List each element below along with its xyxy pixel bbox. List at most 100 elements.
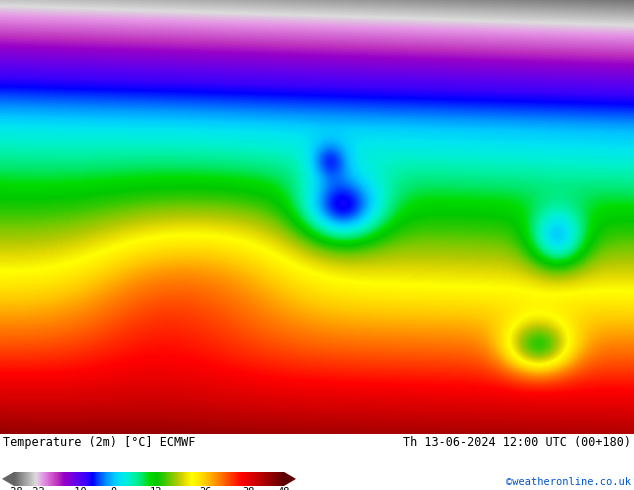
Bar [274, 472, 275, 486]
Bar [15, 472, 16, 486]
Bar [204, 472, 205, 486]
Bar [96, 472, 98, 486]
Bar [27, 472, 29, 486]
Bar [243, 472, 244, 486]
Bar [254, 472, 256, 486]
Bar [268, 472, 269, 486]
Bar [229, 472, 230, 486]
Bar [54, 472, 55, 486]
Bar [169, 472, 170, 486]
Bar [230, 472, 231, 486]
Bar [184, 472, 185, 486]
Bar [53, 472, 54, 486]
Bar [51, 472, 52, 486]
Bar [143, 472, 145, 486]
Bar [200, 472, 201, 486]
Bar [109, 472, 110, 486]
Bar [89, 472, 91, 486]
Bar [209, 472, 210, 486]
Bar [198, 472, 199, 486]
Bar [260, 472, 261, 486]
Bar [142, 472, 143, 486]
Bar [162, 472, 163, 486]
Bar [256, 472, 257, 486]
Bar [210, 472, 211, 486]
Bar [255, 472, 256, 486]
Bar [29, 472, 30, 486]
Bar [266, 472, 268, 486]
Bar [197, 472, 198, 486]
Bar [94, 472, 95, 486]
Bar [111, 472, 112, 486]
Bar [166, 472, 167, 486]
Bar [112, 472, 113, 486]
Bar [237, 472, 238, 486]
Bar [241, 472, 242, 486]
Bar [92, 472, 93, 486]
Bar [127, 472, 128, 486]
Bar [46, 472, 47, 486]
Bar [84, 472, 85, 486]
Bar [110, 472, 111, 486]
Bar [63, 472, 64, 486]
Bar [276, 472, 277, 486]
Bar [87, 472, 88, 486]
Bar [190, 472, 191, 486]
Bar [236, 472, 237, 486]
Bar [183, 472, 184, 486]
Bar [71, 472, 72, 486]
Bar [247, 472, 248, 486]
Bar [235, 472, 236, 486]
Bar [149, 472, 150, 486]
Bar [108, 472, 109, 486]
Bar [202, 472, 204, 486]
Bar [141, 472, 143, 486]
Bar [58, 472, 60, 486]
Bar [79, 472, 81, 486]
Bar [110, 472, 112, 486]
Bar [72, 472, 73, 486]
Bar [27, 472, 28, 486]
Bar [204, 472, 205, 486]
Bar [167, 472, 168, 486]
Bar [16, 472, 18, 486]
Bar [171, 472, 172, 486]
Bar [283, 472, 284, 486]
Bar [191, 472, 192, 486]
Bar [157, 472, 158, 486]
Bar [246, 472, 247, 486]
Bar [80, 472, 81, 486]
Bar [67, 472, 68, 486]
Bar [203, 472, 204, 486]
Bar [139, 472, 140, 486]
Bar [261, 472, 262, 486]
Bar [20, 472, 21, 486]
Bar [57, 472, 58, 486]
Bar [42, 472, 43, 486]
FancyArrow shape [284, 472, 296, 486]
Bar [215, 472, 216, 486]
Bar [136, 472, 137, 486]
Bar [226, 472, 227, 486]
Bar [220, 472, 221, 486]
Bar [87, 472, 89, 486]
Bar [120, 472, 121, 486]
Bar [140, 472, 141, 486]
Bar [263, 472, 264, 486]
Bar [32, 472, 33, 486]
Bar [74, 472, 75, 486]
Bar [153, 472, 155, 486]
Bar [235, 472, 236, 486]
Bar [199, 472, 200, 486]
Bar [129, 472, 130, 486]
Bar [65, 472, 67, 486]
Bar [103, 472, 104, 486]
Bar [226, 472, 228, 486]
Bar [122, 472, 124, 486]
Bar [141, 472, 142, 486]
Bar [265, 472, 266, 486]
Bar [281, 472, 282, 486]
Bar [99, 472, 100, 486]
Bar [82, 472, 83, 486]
Bar [64, 472, 65, 486]
